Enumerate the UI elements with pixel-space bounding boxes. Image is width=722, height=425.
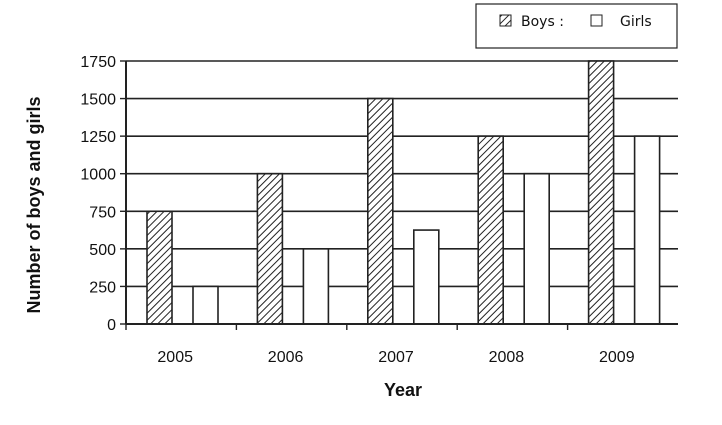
tick-labels: 0 250 500 750 1000 1250 1500 1750 2005 2006 2007 20… <box>80 54 634 366</box>
bar-boys-2006 <box>256 172 284 325</box>
x-tick-label: 2007 <box>378 349 414 366</box>
y-tick-label: 750 <box>89 204 116 221</box>
legend-label-girls: Girls <box>620 14 652 30</box>
bar-girls-2007 <box>412 229 440 325</box>
y-axis-title: Number of boys and girls <box>24 96 44 313</box>
legend: Boys : Girls <box>475 3 678 49</box>
legend-swatch-girls <box>590 14 603 27</box>
bar-girls-2006 <box>302 248 330 325</box>
y-tick-label: 1500 <box>80 92 116 109</box>
bars <box>146 60 661 325</box>
bar-boys-2009 <box>587 60 615 325</box>
bar-girls-2009 <box>633 135 661 325</box>
bar-boys-2007 <box>366 97 394 325</box>
legend-label-boys: Boys : <box>521 14 564 30</box>
y-tick-label: 0 <box>107 317 116 334</box>
y-tick-label: 1000 <box>80 167 116 184</box>
x-tick-label: 2009 <box>599 349 635 366</box>
x-axis-title: Year <box>384 380 422 400</box>
y-tick-label: 1750 <box>80 54 116 71</box>
y-tick-label: 500 <box>89 242 116 259</box>
legend-swatch-boys <box>499 14 512 27</box>
bar-girls-2008 <box>523 172 551 325</box>
x-tick-label: 2006 <box>268 349 304 366</box>
bar-boys-2005 <box>146 210 173 325</box>
y-tick-label: 1250 <box>80 129 116 146</box>
x-tick-label: 2008 <box>489 349 525 366</box>
x-tick-label: 2005 <box>157 349 193 366</box>
bar-boys-2008 <box>477 135 505 325</box>
bar-girls-2005 <box>192 285 219 325</box>
y-tick-label: 250 <box>89 279 116 296</box>
axes <box>120 60 678 330</box>
